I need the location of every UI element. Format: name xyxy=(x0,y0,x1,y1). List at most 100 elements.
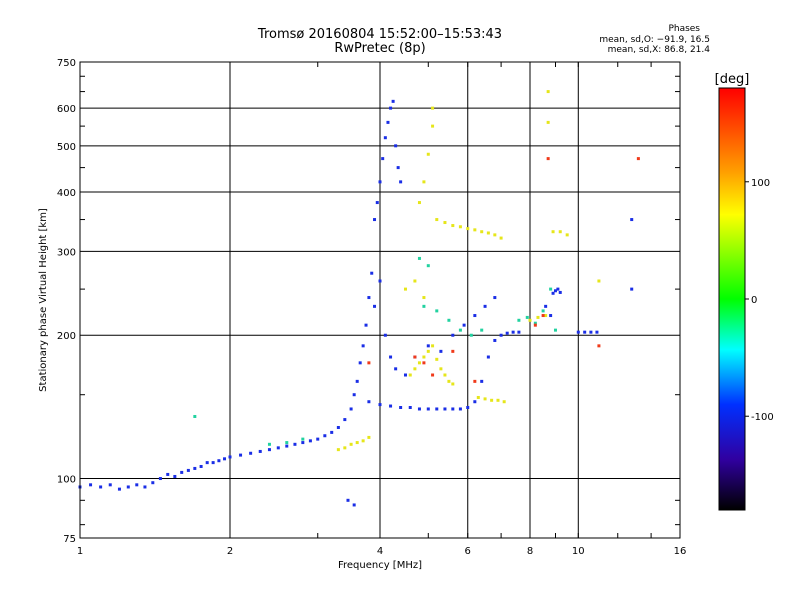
data-point xyxy=(349,407,353,411)
data-point xyxy=(476,395,480,399)
data-point xyxy=(546,120,550,124)
x-tick-label: 4 xyxy=(377,546,383,557)
data-point xyxy=(480,230,484,234)
data-point xyxy=(541,309,545,313)
data-point xyxy=(426,349,430,353)
data-point xyxy=(422,304,426,308)
data-point xyxy=(451,407,455,411)
phase-panel-x-mode: mean, sd,X: 86.8, 21.4 xyxy=(607,45,710,55)
data-point xyxy=(403,287,407,291)
data-point xyxy=(370,271,374,275)
data-point xyxy=(447,318,451,322)
data-point xyxy=(394,144,398,148)
x-tick-label: 10 xyxy=(572,546,585,557)
y-tick-label: 100 xyxy=(57,475,76,486)
chart-subtitle: RwPretec (8p) xyxy=(334,41,426,56)
data-point xyxy=(394,367,398,371)
data-point xyxy=(435,407,439,411)
data-point xyxy=(343,446,347,450)
y-tick-label: 400 xyxy=(57,188,76,199)
data-point xyxy=(541,314,545,318)
data-point xyxy=(435,309,439,313)
data-point xyxy=(126,485,130,489)
x-axis-label: Frequency [MHz] xyxy=(338,560,422,571)
data-point xyxy=(135,483,139,487)
data-point xyxy=(346,498,350,502)
data-point xyxy=(205,461,209,465)
data-point xyxy=(558,230,562,234)
data-point xyxy=(367,435,371,439)
data-point xyxy=(426,152,430,156)
data-point xyxy=(553,328,557,332)
colorbar-tick-label: -100 xyxy=(751,412,774,423)
data-point xyxy=(417,201,421,205)
data-point xyxy=(316,437,320,441)
colorbar-tick-label: 100 xyxy=(751,178,770,189)
data-point xyxy=(589,330,593,334)
data-point xyxy=(389,404,393,408)
data-point xyxy=(408,373,412,377)
data-point xyxy=(499,333,503,337)
data-point xyxy=(389,355,393,359)
data-point xyxy=(399,180,403,184)
data-point xyxy=(528,318,532,322)
data-point xyxy=(417,407,421,411)
data-point xyxy=(480,328,484,332)
data-point xyxy=(217,459,221,463)
data-point xyxy=(239,453,243,457)
data-point xyxy=(549,314,553,318)
data-point xyxy=(553,289,557,293)
data-point xyxy=(595,330,599,334)
data-point xyxy=(583,330,587,334)
data-point xyxy=(443,373,447,377)
data-point xyxy=(301,437,305,441)
data-point xyxy=(308,439,312,443)
y-tick-label: 500 xyxy=(57,142,76,153)
data-point xyxy=(431,344,435,348)
data-point xyxy=(367,361,371,365)
y-tick-label: 300 xyxy=(57,247,76,258)
data-point xyxy=(173,474,177,478)
data-point xyxy=(378,403,382,407)
data-point xyxy=(493,296,497,300)
data-point xyxy=(158,477,162,481)
data-point xyxy=(373,218,377,222)
data-point xyxy=(413,355,417,359)
data-point xyxy=(403,373,407,377)
data-point xyxy=(443,221,447,225)
data-point xyxy=(525,315,529,319)
data-point xyxy=(349,442,353,446)
data-point xyxy=(99,485,103,489)
data-point xyxy=(108,483,112,487)
data-point xyxy=(517,318,521,322)
data-point xyxy=(186,468,190,472)
data-point xyxy=(285,441,289,445)
data-point xyxy=(505,331,509,335)
data-point xyxy=(466,406,470,410)
data-point xyxy=(417,361,421,365)
data-point xyxy=(422,355,426,359)
data-point xyxy=(223,457,227,461)
data-point xyxy=(451,382,455,386)
data-point xyxy=(483,304,487,308)
data-point xyxy=(462,323,466,327)
data-point xyxy=(443,407,447,411)
data-point xyxy=(551,230,555,234)
data-point xyxy=(258,449,262,453)
data-point xyxy=(375,201,379,205)
data-point xyxy=(386,120,390,124)
y-tick-label: 75 xyxy=(63,534,76,545)
data-point xyxy=(502,400,506,404)
data-point xyxy=(576,330,580,334)
data-point xyxy=(399,406,403,410)
data-point xyxy=(426,407,430,411)
data-point xyxy=(367,400,371,404)
data-point xyxy=(151,481,155,485)
data-point xyxy=(417,256,421,260)
y-tick-label: 750 xyxy=(57,58,76,69)
data-point xyxy=(546,157,550,161)
data-point xyxy=(422,361,426,365)
data-point xyxy=(364,323,368,327)
data-point xyxy=(451,224,455,228)
